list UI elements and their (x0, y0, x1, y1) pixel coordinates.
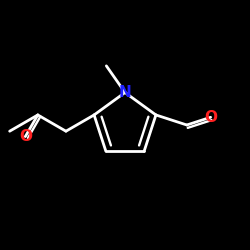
Text: O: O (204, 110, 217, 125)
Text: O: O (19, 129, 32, 144)
Text: N: N (119, 85, 132, 100)
